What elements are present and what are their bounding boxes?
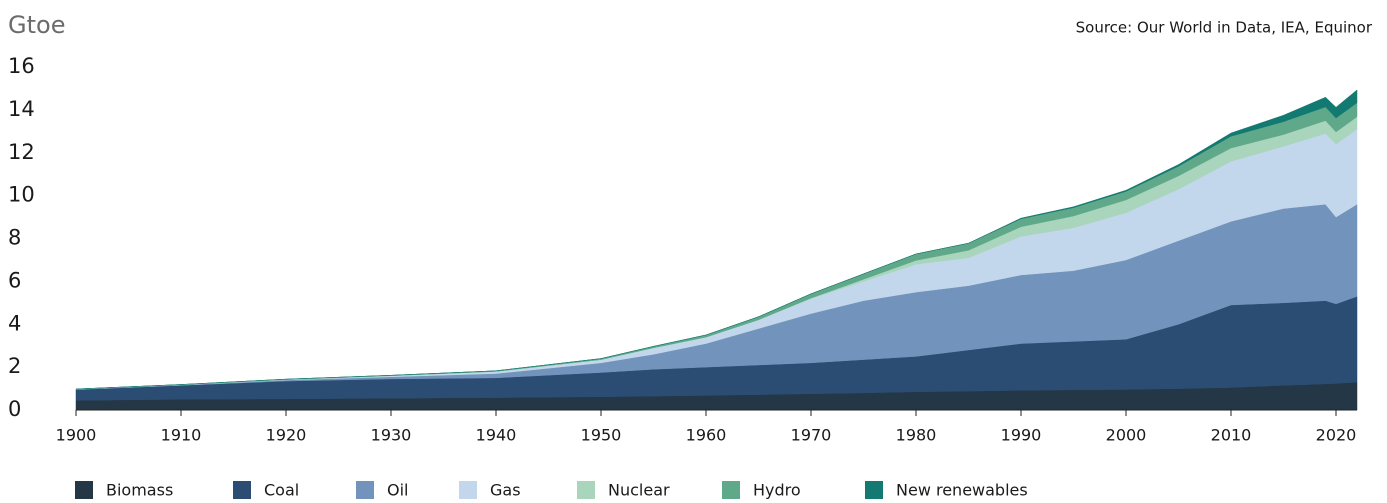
x-tick-label: 1920: [266, 426, 307, 445]
y-tick-label: 8: [8, 226, 21, 250]
legend-label: Gas: [490, 481, 521, 500]
legend-label: New renewables: [896, 481, 1028, 500]
y-tick-label: 2: [8, 354, 21, 378]
y-tick-label: 4: [8, 311, 21, 335]
x-tick-label: 1990: [1001, 426, 1042, 445]
y-tick-label: 10: [8, 183, 35, 207]
x-tick-label: 2020: [1316, 426, 1357, 445]
legend-swatch: [233, 481, 251, 499]
legend-swatch: [356, 481, 374, 499]
y-tick-label: 14: [8, 97, 35, 121]
x-tick-label: 1970: [791, 426, 832, 445]
legend-swatch: [459, 481, 477, 499]
x-tick-label: 1980: [896, 426, 937, 445]
x-tick-label: 1900: [56, 426, 97, 445]
legend-swatch: [75, 481, 93, 499]
legend-label: Oil: [387, 481, 408, 500]
x-tick-label: 1910: [161, 426, 202, 445]
x-tick-label: 1940: [476, 426, 517, 445]
legend-label: Coal: [264, 481, 299, 500]
x-tick-label: 1930: [371, 426, 412, 445]
y-tick-label: 16: [8, 54, 35, 78]
source: Source: Our World in Data, IEA, Equinor: [1076, 19, 1373, 37]
x-tick-label: 2000: [1106, 426, 1147, 445]
x-tick-label: 1960: [686, 426, 727, 445]
axis-unit: Gtoe: [8, 11, 65, 39]
legend-label: Nuclear: [608, 481, 670, 500]
y-tick-label: 6: [8, 268, 21, 292]
x-tick-label: 1950: [581, 426, 622, 445]
legend-swatch: [577, 481, 595, 499]
y-tick-label: 0: [8, 397, 21, 421]
x-tick-label: 2010: [1211, 426, 1252, 445]
legend-label: Biomass: [106, 481, 173, 500]
legend-swatch: [722, 481, 740, 499]
legend-swatch: [865, 481, 883, 499]
legend-label: Hydro: [753, 481, 801, 500]
y-tick-label: 12: [8, 140, 35, 164]
area: [75, 89, 1358, 390]
